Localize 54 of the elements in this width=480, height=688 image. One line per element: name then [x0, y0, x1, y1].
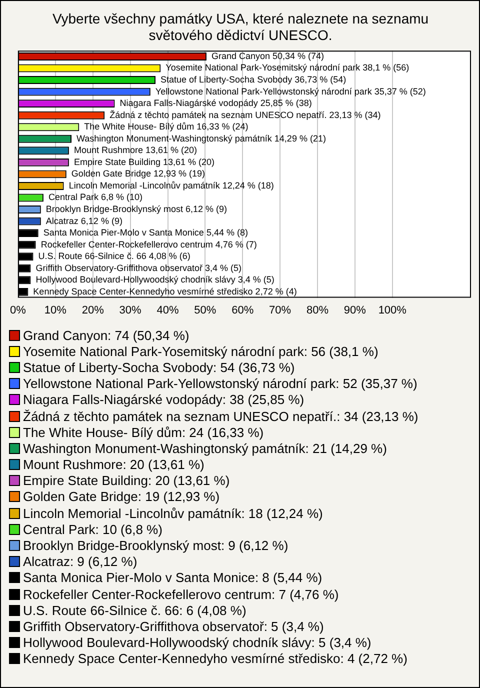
- text: Washington Monument-Washingtonský památník: 21 (14,29 %): [23, 440, 387, 456]
- category-label: The White House- Bílý dům 16,33 % (24): [84, 122, 248, 132]
- category-label: U.S. Route 66-Silnice č. 66 4,08 % (6): [38, 251, 190, 262]
- text: Statue of Liberty-Socha Svobody: 54 (36,73 %): [23, 360, 295, 375]
- text: Niagara Falls-Niagárské vodopády: 38 (25,85 %): [23, 392, 304, 408]
- x-tick-label: 60%: [232, 304, 254, 316]
- x-tick-label: 70%: [269, 304, 292, 316]
- x-tick-label: 90%: [344, 304, 366, 316]
- category-label: Grand Canyon 50,34 % (74): [211, 50, 324, 61]
- category-label: Niagara Falls-Niagárské vodopády 25,85 % (38): [120, 98, 312, 108]
- category-label: Mount Rushmore 13,61 % (20): [74, 145, 198, 156]
- text: Mount Rushmore: 20 (13,61 %): [23, 457, 204, 472]
- category-label: Golden Gate Bridge 12,93 % (19): [71, 168, 205, 179]
- category-label: Washington Monument-Washingtonský památník 14,29 % (21): [76, 133, 326, 144]
- text: Yosemite National Park-Yosemitský národní park: 56 (38,1 %): [23, 344, 378, 359]
- text: Lincoln Memorial -Lincolnův památník: 18 (12,24 %): [23, 506, 323, 521]
- x-tick-label: 40%: [156, 304, 179, 316]
- x-tick-label: 20%: [82, 304, 104, 316]
- category-label: Alcatraz 6,12 % (9): [46, 216, 122, 226]
- category-label: Kennedy Space Center-Kennedyho vesmírné středisko 2,72 % (4): [33, 286, 297, 296]
- text: Golden Gate Bridge: 19 (12,93 %): [23, 489, 220, 504]
- text: Rockefeller Center-Rockefellerovo centrum: 7 (4,76 %): [23, 586, 339, 602]
- chart-title: Vyberte všechny památky USA, které naleznete na seznamu světového dědictví UNESCO.: [52, 10, 429, 44]
- category-label: Yosemite National Park-Yosemitský národní park 38,1 % (56): [166, 62, 410, 73]
- text: Brooklyn Bridge-Brooklynský most: 9 (6,12 %): [23, 538, 288, 554]
- text: Kennedy Space Center-Kennedyho vesmírné středisko: 4 (2,72 %): [23, 651, 408, 666]
- x-tick-label: 10%: [44, 304, 67, 316]
- category-label: Griffith Observatory-Griffithova observatoř 3,4 % (5): [36, 262, 242, 273]
- text: The White House- Bílý dům: 24 (16,33 %): [23, 424, 264, 440]
- text: Griffith Observatory-Griffithova observatoř: 5 (3,4 %): [23, 618, 324, 634]
- text: Yellowstone National Park-Yellowstonský národní park: 52 (35,37 %): [23, 376, 418, 392]
- category-label: Hollywood Boulevard-Hollywoodský chodník slávy 3,4 % (5): [36, 274, 274, 285]
- x-tick-label: 30%: [119, 304, 142, 316]
- x-tick-label: 50%: [194, 304, 216, 316]
- category-label: Žádná z těchto památek na seznam UNESCO nepatří. 23,13 % (34): [110, 110, 381, 120]
- x-tick-label: 80%: [306, 304, 329, 316]
- category-label: Statue of Liberty-Socha Svobody 36,73 % (54): [160, 74, 346, 85]
- category-label: Rockefeller Center-Rockefellerovo centrum 4,76 % (7): [40, 239, 257, 250]
- category-label: Yellowstone National Park-Yellowstonský národní park 35,37 % (52): [155, 86, 426, 96]
- text: U.S. Route 66-Silnice č. 66: 6 (4,08 %): [23, 602, 246, 618]
- text: Hollywood Boulevard-Hollywoodský chodník slávy: 5 (3,4 %): [23, 635, 372, 650]
- category-label: Santa Monica Pier-Molo v Santa Monice 5,44 % (8): [43, 228, 248, 238]
- category-label: Lincoln Memorial -Lincolnův památník 12,24 % (18): [68, 180, 274, 190]
- text: Grand Canyon: 74 (50,34 %): [23, 328, 190, 343]
- category-label: Empire State Building 13,61 % (20): [74, 156, 215, 167]
- text: Santa Monica Pier-Molo v Santa Monice: 8 (5,44 %): [23, 570, 322, 586]
- text: Central Park: 10 (6,8 %): [23, 522, 162, 537]
- text: Alcatraz: 9 (6,12 %): [23, 554, 138, 570]
- text: Žádná z těchto památek na seznam UNESCO nepatří.: 34 (23,13 %): [23, 408, 418, 424]
- x-tick-label: 100%: [378, 304, 407, 316]
- x-tick-label: 0%: [10, 304, 26, 316]
- category-label: Brooklyn Bridge-Brooklynský most 6,12 % (9): [46, 204, 227, 214]
- category-label: Central Park 6,8 % (10): [48, 192, 143, 202]
- text: Empire State Building: 20 (13,61 %): [23, 473, 230, 488]
